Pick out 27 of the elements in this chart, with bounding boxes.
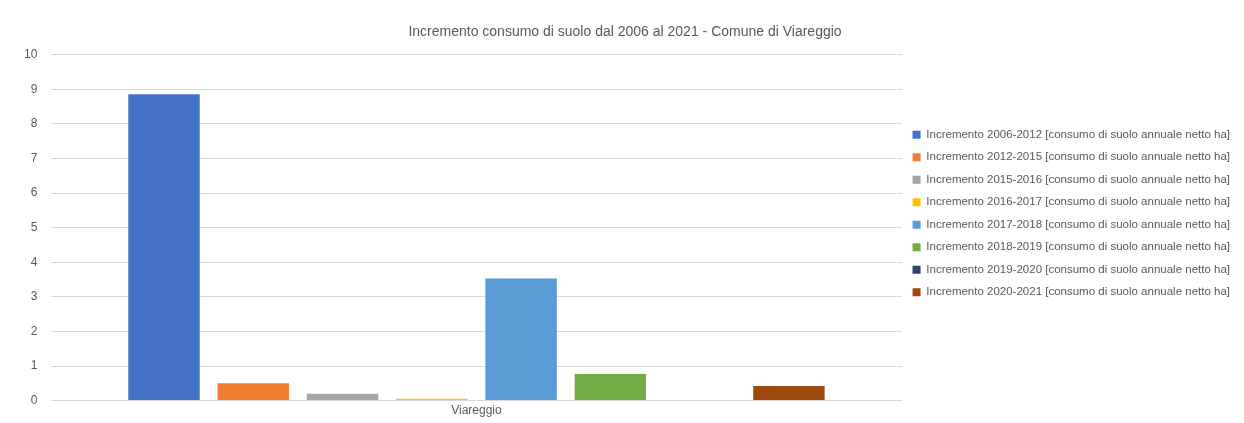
x-tick-label: Viareggio	[451, 403, 503, 418]
y-tick-label: 4	[30, 254, 38, 269]
bar	[306, 393, 379, 401]
y-tick-label: 6	[30, 185, 38, 200]
y-tick-label: 8	[30, 116, 38, 131]
bar	[128, 94, 200, 401]
legend-label: Incremento 2017-2018 [consumo di suolo annuale netto ha]	[926, 217, 1230, 230]
y-tick-label: 1	[30, 358, 38, 373]
y-tick-label: 10	[23, 47, 38, 62]
y-tick-label: 0	[30, 392, 38, 407]
bar	[574, 373, 647, 401]
legend-label: Incremento 2019-2020 [consumo di suolo annuale netto ha]	[926, 262, 1230, 275]
legend-label: Incremento 2020-2021 [consumo di suolo annuale netto ha]	[926, 285, 1230, 298]
legend-label: Incremento 2018-2019 [consumo di suolo annuale netto ha]	[926, 240, 1230, 253]
bar	[485, 278, 557, 401]
y-tick-label: 9	[30, 81, 38, 96]
y-tick-label: 5	[30, 220, 38, 235]
chart-title: Incremento consumo di suolo dal 2006 al 2021 - Comune di Viareggio	[408, 23, 842, 40]
legend-label: Incremento 2006-2012 [consumo di suolo annuale netto ha]	[926, 127, 1230, 140]
legend-label: Incremento 2015-2016 [consumo di suolo annuale netto ha]	[926, 172, 1230, 185]
legend-label: Incremento 2016-2017 [consumo di suolo annuale netto ha]	[926, 195, 1230, 208]
legend-label: Incremento 2012-2015 [consumo di suolo annuale netto ha]	[926, 150, 1230, 163]
bar	[217, 383, 289, 401]
y-tick-label: 3	[30, 289, 38, 304]
y-tick-label: 7	[30, 150, 38, 165]
y-tick-label: 2	[30, 323, 38, 338]
bar	[753, 386, 825, 401]
